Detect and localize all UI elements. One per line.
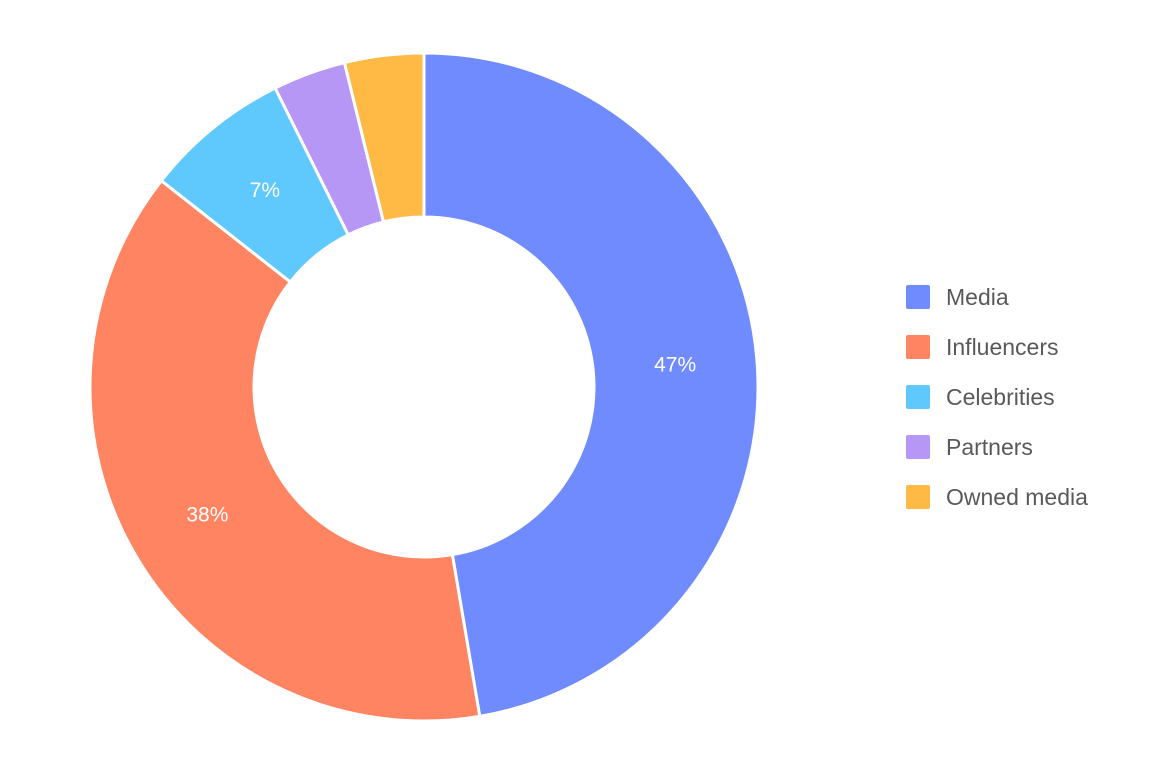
slice-label-influencers: 38%	[186, 503, 228, 526]
slice-label-media: 47%	[654, 353, 696, 376]
legend-label: Owned media	[946, 483, 1088, 510]
legend-swatch	[906, 285, 930, 309]
slice-owned-media[interactable]	[342, 51, 426, 224]
legend-label: Media	[946, 283, 1009, 310]
legend-swatch	[906, 485, 930, 509]
legend-item-influencers[interactable]: Influencers	[906, 322, 1088, 372]
legend-item-partners[interactable]: Partners	[906, 422, 1088, 472]
legend-item-celebrities[interactable]: Celebrities	[906, 372, 1088, 422]
legend-label: Influencers	[946, 333, 1059, 360]
legend-item-owned-media[interactable]: Owned media	[906, 472, 1088, 522]
legend-swatch	[906, 435, 930, 459]
slice-label-celebrities: 7%	[250, 179, 280, 202]
legend-label: Partners	[946, 433, 1033, 460]
slice-influencers[interactable]	[88, 179, 482, 723]
chart-legend: Media Influencers Celebrities Partners Owned…	[906, 272, 1088, 522]
legend-swatch	[906, 385, 930, 409]
legend-item-media[interactable]: Media	[906, 272, 1088, 322]
legend-swatch	[906, 335, 930, 359]
legend-label: Celebrities	[946, 383, 1055, 410]
slice-media[interactable]	[422, 51, 760, 718]
